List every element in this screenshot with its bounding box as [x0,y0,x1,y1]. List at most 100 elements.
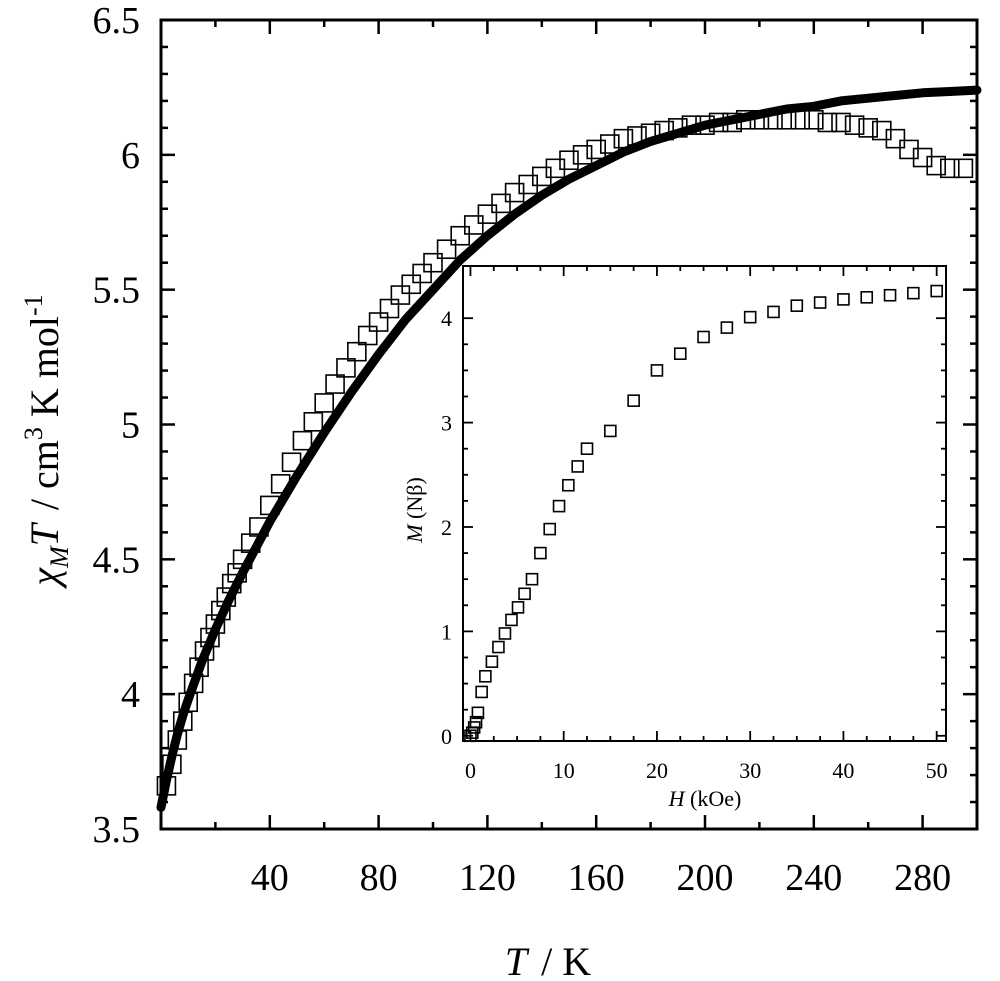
x-tick-label: 80 [360,857,398,899]
data-point [899,139,919,160]
data-point [303,412,324,432]
data-point [559,150,579,171]
data-point [314,393,335,413]
y-tick-label: 6.5 [93,0,141,42]
data-point [885,128,906,149]
data-point [401,274,422,295]
data-point [790,109,811,130]
inset-data-point [562,478,575,492]
x-tick-label: 280 [894,857,951,899]
inset-y-axis-title: M (Nβ) [402,477,427,544]
data-point [436,239,457,260]
data-point [423,252,443,273]
inset-data-point [511,601,525,614]
inset-data-point [650,364,664,377]
inset-data-point [860,291,874,304]
y-tick-label: 4 [121,674,140,716]
data-point [518,174,539,195]
inset-data-point [767,305,780,319]
data-point [504,182,525,203]
inset-data-point [627,394,640,407]
data-point [477,204,498,224]
main-y-tick-labels: 3.5 4 4.5 5 5.5 6 6.5 [93,0,141,851]
x-tick-label: 40 [251,857,289,899]
main-plot-frame [159,18,979,831]
inset-data-point [469,715,483,729]
inset-y-tick-labels: 0 1 2 3 4 [441,306,452,749]
inset-data-point [543,522,557,536]
data-point [390,285,411,305]
data-point [368,312,389,332]
inset-data-point [479,669,492,683]
inset-data-point [471,706,485,720]
data-point [292,430,313,451]
inset-x-tick-label: 0 [465,758,476,783]
inset-y-tick-label: 1 [441,619,452,644]
data-point [953,158,974,179]
data-point [926,155,947,176]
data-point [412,263,432,284]
inset-y-tick-label: 0 [441,724,452,749]
data-point [858,118,879,138]
data-point [599,134,620,154]
inset-data-point [552,499,566,513]
inset-x-tick-label: 30 [739,758,761,783]
x-tick-label: 160 [568,857,625,899]
inset-data-points [464,284,943,743]
data-point [871,120,892,141]
data-point [545,158,566,179]
data-point [831,112,851,133]
inset-data-point [907,286,920,300]
y-tick-label: 6 [121,135,140,177]
data-point [379,298,400,319]
x-tick-label: 240 [785,857,842,899]
data-point [939,158,960,179]
inset-background [463,266,946,741]
data-point [817,112,838,133]
inset-x-tick-label: 20 [646,758,668,783]
inset-data-point [837,293,850,306]
y-axis-title: χMT/ cm3 K mol-1 [19,294,74,589]
inset-data-point [485,655,499,668]
inset-y-tick-label: 2 [441,515,452,540]
inset-data-point [534,546,547,560]
data-point [357,325,378,346]
y-tick-label: 5 [121,405,140,447]
inset-data-point [580,442,594,455]
inset-data-point [492,640,505,654]
x-axis-title: T / K [505,939,591,981]
data-point [450,225,471,246]
inset-data-point [604,424,617,438]
inset-y-tick-label: 4 [441,306,452,331]
inset-data-point [790,299,804,312]
data-point [336,358,356,378]
inset-data-point [475,685,488,699]
data-point [491,193,511,214]
inset-y-tick-label: 3 [441,411,452,436]
data-point [572,145,593,165]
data-point [463,215,484,235]
y-tick-label: 4.5 [93,539,141,581]
inset-x-tick-label: 50 [926,758,948,783]
inset-data-point [720,321,734,334]
inset-data-point [743,310,757,324]
fit-curve [156,85,982,812]
x-tick-label: 120 [459,857,516,899]
inset-data-point [505,613,518,627]
data-point [347,341,367,362]
inset-data-point [525,572,539,586]
data-point [531,166,552,187]
inset-x-axis-title: H (kOe) [668,786,742,811]
inset-data-point [673,347,687,360]
data-point [912,147,933,168]
inset-data-point [498,627,512,640]
inset-data-point [883,288,897,302]
inset-data-point [571,460,584,473]
inset-data-point [518,587,531,601]
y-tick-label: 5.5 [93,270,141,312]
x-tick-label: 200 [677,857,734,899]
inset-data-point [930,284,943,298]
inset-x-tick-label: 40 [832,758,854,783]
data-point [325,374,345,394]
